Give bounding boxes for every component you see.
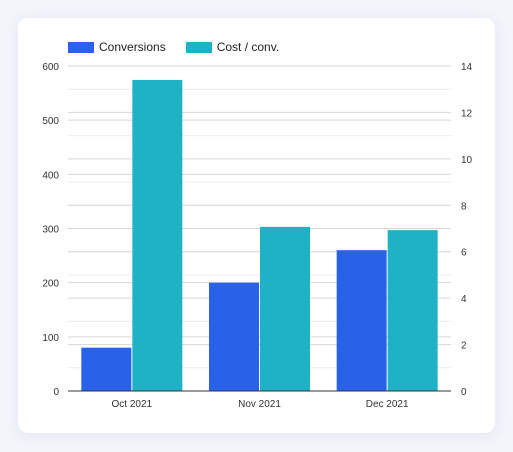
y-right-tick-label: 0 xyxy=(461,387,467,398)
y-left-tick-label: 0 xyxy=(53,387,59,398)
legend-item-conversions[interactable]: Conversions xyxy=(68,40,166,54)
y-right-tick-label: 2 xyxy=(461,341,467,352)
y-right-tick-label: 8 xyxy=(461,201,467,212)
y-left-tick-label: 100 xyxy=(42,333,59,344)
y-right-tick-label: 4 xyxy=(461,294,467,305)
y-left-tick-label: 600 xyxy=(42,62,59,73)
bar-cost-conv[interactable] xyxy=(132,79,183,391)
legend-swatch-conversions xyxy=(68,41,94,53)
y-left-tick-label: 500 xyxy=(42,116,59,127)
y-right-tick-label: 14 xyxy=(461,62,473,73)
bar-cost-conv[interactable] xyxy=(387,230,438,391)
y-right-tick-label: 6 xyxy=(461,248,467,259)
bar-conversions[interactable] xyxy=(81,347,132,391)
legend-label-cost-per-conv: Cost / conv. xyxy=(216,40,280,54)
bar-conversions[interactable] xyxy=(336,250,387,391)
bar-cost-conv[interactable] xyxy=(260,226,310,391)
y-right-tick-label: 12 xyxy=(461,108,473,119)
y-left-tick-label: 200 xyxy=(42,279,59,290)
y-left-tick-label: 400 xyxy=(42,170,59,181)
x-tick-label: Dec 2021 xyxy=(366,399,409,410)
legend-item-cost-per-conv[interactable]: Cost / conv. xyxy=(185,40,280,54)
y-left-tick-label: 300 xyxy=(42,225,59,236)
legend-swatch-cost-per-conv xyxy=(185,41,212,53)
x-tick-label: Nov 2021 xyxy=(238,399,281,410)
legend-label-conversions: Conversions xyxy=(99,40,166,54)
y-right-tick-label: 10 xyxy=(461,155,473,166)
bar-conversions[interactable] xyxy=(209,282,259,391)
chart-legend: Conversions Cost / conv. xyxy=(68,40,299,54)
x-tick-label: Oct 2021 xyxy=(112,399,153,410)
